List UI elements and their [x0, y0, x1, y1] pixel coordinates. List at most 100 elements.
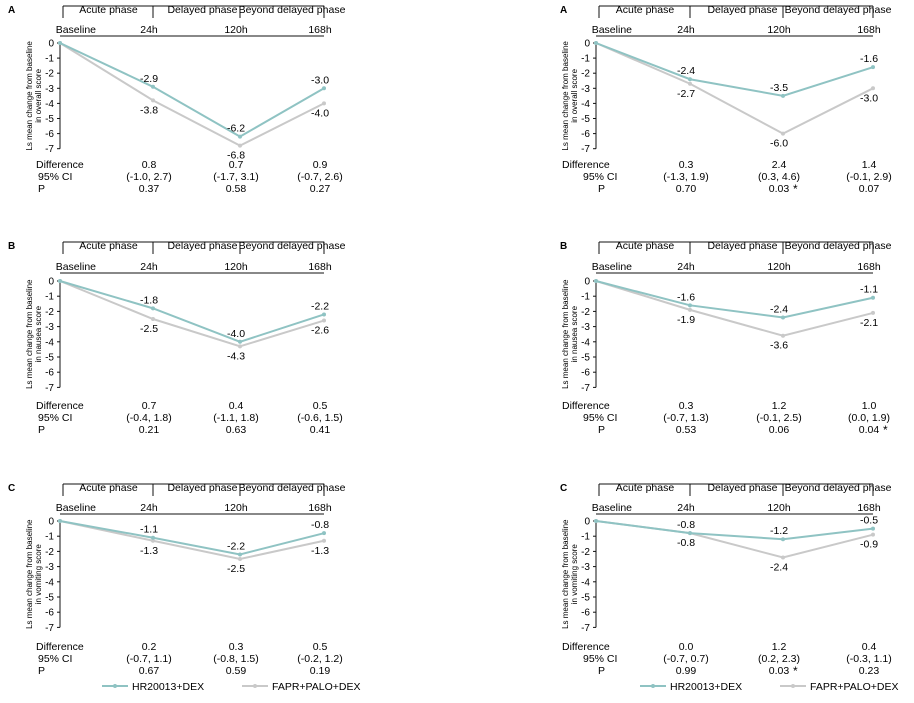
panel1-timepoint-label-1: 24h [677, 24, 695, 36]
panel1-stat-label-ci: 95% CI [583, 171, 617, 183]
panel5-data-label-fapr-2: -2.4 [770, 561, 788, 573]
panel0-y-tick-label-3: -3 [45, 84, 54, 95]
panel5-series-hr-point-1 [688, 531, 692, 536]
panel4-y-tick-label-0: 0 [48, 517, 54, 528]
panel2-y-tick-label-3: -3 [45, 322, 54, 333]
panel1-panel-letter: A [560, 5, 567, 16]
panel2-timepoint-label-1: 24h [140, 261, 158, 273]
panel1-data-label-fapr-1: -2.7 [677, 88, 695, 100]
panel4-timepoint-label-3: 168h [308, 502, 332, 514]
panel1-stat-difference-1: 2.4 [772, 159, 787, 171]
panel0-data-label-hr-3: -3.0 [311, 74, 329, 86]
panel1-y-tick-label-4: -4 [581, 99, 590, 110]
legend1-swatch-fapr-point [791, 684, 795, 688]
panel0-stat-ci-1: (-1.7, 3.1) [213, 171, 259, 183]
panel0-y-tick-label-4: -4 [45, 99, 54, 110]
panel1-y-tick-label-6: -6 [581, 129, 590, 140]
panel5-stat-p-0: 0.99 [676, 665, 697, 677]
panel3-y-tick-label-7: -7 [581, 383, 590, 394]
panel1-phase-acute: Acute phase [616, 4, 675, 16]
panel4-data-label-hr-1: -1.1 [140, 524, 158, 536]
panel2-y-tick-label-4: -4 [45, 337, 54, 348]
panel5-timepoint-label-2: 120h [767, 502, 791, 514]
panel2-y-tick-label-0: 0 [48, 277, 54, 288]
panel4-y-tick-label-5: -5 [45, 593, 54, 604]
panel5-series-fapr-point-3 [871, 532, 875, 537]
panel1-y-tick-label-7: -7 [581, 144, 590, 155]
panel0-y-axis-title-1: Ls mean change from baseline [25, 41, 34, 151]
panel0-data-label-fapr-2: -6.8 [227, 150, 245, 162]
panel3-stat-ci-2: (0.0, 1.9) [848, 412, 890, 424]
panel3-stat-difference-2: 1.0 [862, 400, 877, 412]
legend0-label-hr: HR20013+DEX [132, 681, 204, 693]
panel2-timepoint-label-2: 120h [224, 261, 248, 273]
panel2-stat-difference-0: 0.7 [142, 400, 157, 412]
panel2-stat-ci-0: (-0.4, 1.8) [126, 412, 172, 424]
panel4-stat-ci-2: (-0.2, 1.2) [297, 653, 343, 665]
panel5-series-hr-line [595, 520, 874, 541]
panel2-series-fapr-point-3 [322, 318, 326, 323]
panel4-stat-ci-1: (-0.8, 1.5) [213, 653, 259, 665]
panel3-stat-difference-0: 0.3 [679, 400, 694, 412]
panel3-data-label-hr-3: -1.1 [860, 284, 878, 296]
panel5-y-tick-label-3: -3 [581, 562, 590, 573]
panel2-data-label-hr-2: -4.0 [227, 328, 245, 340]
panel4-phase-acute: Acute phase [79, 482, 138, 494]
panel2-series-hr-point-0 [58, 279, 62, 283]
panel5-y-tick-label-5: -5 [581, 593, 590, 604]
panel5-phase-acute: Acute phase [616, 482, 675, 494]
panel0-series-fapr-point-1 [151, 98, 155, 103]
panel4-y-tick-label-6: -6 [45, 608, 54, 619]
panel1-stat-label-p: P [598, 183, 605, 195]
panel3-stat-label-difference: Difference [562, 400, 610, 412]
panel4-phase-delayed: Delayed phase [167, 482, 237, 494]
panel3-y-tick-label-1: -1 [581, 292, 590, 303]
panel0-y-tick-label-5: -5 [45, 114, 54, 125]
panel3-significance-asterisk-2: * [883, 423, 888, 437]
panel4-data-label-hr-3: -0.8 [311, 519, 329, 531]
panel0-series-fapr-line [59, 42, 325, 147]
panel5-stat-label-ci: 95% CI [583, 653, 617, 665]
panel5-phase-delayed: Delayed phase [707, 482, 777, 494]
panel4-stat-p-2: 0.19 [310, 665, 331, 677]
panel2-y-axis-title-2: in nausea score [34, 305, 43, 362]
panel5-data-label-hr-2: -1.2 [770, 525, 788, 537]
panel2-y-tick-label-6: -6 [45, 368, 54, 379]
panel1-phase-beyond: Beyond delayed phase [785, 4, 892, 16]
panel2-timepoint-label-3: 168h [308, 261, 332, 273]
panel1-stat-p-0: 0.70 [676, 183, 697, 195]
panel4-series-hr-line [59, 520, 325, 556]
panel3-y-axis-title-2: in nausea score [570, 305, 579, 362]
panel5-stat-difference-1: 1.2 [772, 641, 787, 653]
panel2-stat-label-ci: 95% CI [38, 412, 72, 424]
panel4-data-label-fapr-1: -1.3 [140, 545, 158, 557]
panel0-y-tick-label-2: -2 [45, 69, 54, 80]
panel0-phase-delayed: Delayed phase [167, 4, 237, 16]
panel3-timepoint-label-3: 168h [857, 261, 881, 273]
panel0-timepoint-label-2: 120h [224, 24, 248, 36]
panel3-phase-beyond: Beyond delayed phase [785, 240, 892, 252]
panel1-y-tick-label-2: -2 [581, 69, 590, 80]
panel1-stat-ci-1: (0.3, 4.6) [758, 171, 800, 183]
panel3-stat-ci-0: (-0.7, 1.3) [663, 412, 709, 424]
panel1-y-axis-title-2: in overall score [570, 68, 579, 122]
panel0-series-hr-point-2 [238, 134, 242, 139]
panel2-stat-difference-1: 0.4 [229, 400, 244, 412]
panel4-stat-ci-0: (-0.7, 1.1) [126, 653, 172, 665]
panel3-phase-delayed: Delayed phase [707, 240, 777, 252]
panel0-stat-ci-0: (-1.0, 2.7) [126, 171, 172, 183]
panel4-y-tick-label-4: -4 [45, 577, 54, 588]
panel4-timepoint-label-0: Baseline [56, 502, 96, 514]
panel2-series-hr-point-2 [238, 339, 242, 344]
legend1-swatch-hr-point [651, 684, 655, 688]
panel3-series-fapr-line [595, 280, 874, 337]
panel3-series-fapr-point-3 [871, 310, 875, 315]
panel4-phase-beyond: Beyond delayed phase [239, 482, 346, 494]
panel5-stat-p-2: 0.23 [859, 665, 880, 677]
panel4-y-tick-label-7: -7 [45, 623, 54, 634]
panel1-timepoint-label-0: Baseline [592, 24, 632, 36]
panel5-series-hr-point-0 [594, 519, 598, 523]
panel4-series-hr-point-1 [151, 535, 155, 540]
panel3-y-tick-label-5: -5 [581, 353, 590, 364]
